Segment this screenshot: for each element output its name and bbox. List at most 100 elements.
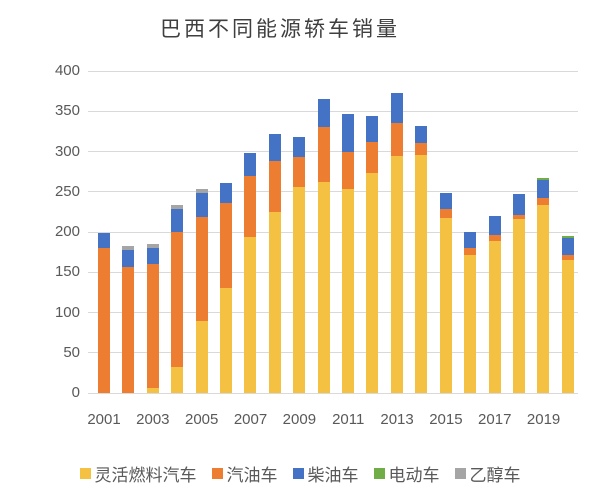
bar-segment-ethanol-2005 <box>195 189 208 193</box>
gridline-250 <box>88 191 578 193</box>
bar-segment-flex-fuel-2005 <box>195 321 208 393</box>
bar-2009 <box>293 137 306 393</box>
bar-segment-diesel-2013 <box>390 92 403 123</box>
x-tick-label-2011: 2011 <box>332 411 365 428</box>
bar-segment-diesel-2008 <box>268 133 281 162</box>
bar-segment-flex-fuel-2004 <box>171 367 184 393</box>
gridline-300 <box>88 151 578 152</box>
legend: 灵活燃料汽车 汽油车 柴油车 电动车 乙醇车 <box>0 461 600 486</box>
x-tick-label-2009: 2009 <box>282 411 317 428</box>
bar-segment-diesel-2011 <box>342 114 355 153</box>
y-tick-label-50: 50 <box>63 343 80 361</box>
chart-title: 巴西不同能源轿车销量 <box>160 18 400 41</box>
x-axis: 2001 2003 2005 2007 2009 2011 2013 2015 2017 2019 <box>87 403 578 428</box>
legend-label-gasoline: 汽油车 <box>226 466 278 485</box>
bar-2004 <box>171 205 184 393</box>
bar-segment-gasoline-2005 <box>195 216 208 322</box>
bar-2014 <box>415 125 428 393</box>
bar-segment-flex-fuel-2010 <box>317 182 330 393</box>
bar-2016 <box>464 232 477 393</box>
y-tick-label-0: 0 <box>71 384 80 401</box>
bar-segment-gasoline-2011 <box>342 152 355 189</box>
bar-segment-gasoline-2009 <box>293 157 306 187</box>
bar-segment-flex-fuel-2013 <box>390 155 403 393</box>
gridline-0 <box>88 392 578 394</box>
gridline-400 <box>88 70 578 72</box>
bar-segment-flex-fuel-2019 <box>537 204 550 393</box>
bar-segment-diesel-2015 <box>439 193 452 210</box>
y-axis: 0 50 100 150 200 250 300 350 400 <box>0 62 80 401</box>
gridline-50 <box>88 352 578 354</box>
bar-segment-flex-fuel-2012 <box>366 173 379 393</box>
legend-label-flex-fuel: 灵活燃料汽车 <box>94 466 197 485</box>
x-tick-label-2001: 2001 <box>87 411 121 428</box>
bar-segment-flex-fuel-2006 <box>220 288 233 393</box>
bar-segment-gasoline-2006 <box>220 203 233 289</box>
bar-segment-diesel-2001 <box>98 232 110 249</box>
bar-2020 <box>561 236 574 393</box>
legend-item-electric: 电动车 <box>373 461 440 486</box>
x-tick-label-2013: 2013 <box>380 411 414 428</box>
bar-segment-flex-fuel-2008 <box>268 211 281 393</box>
bar-2003 <box>146 244 159 393</box>
bar-2001 <box>98 232 110 393</box>
bar-segment-diesel-2009 <box>293 137 306 158</box>
plot-area: 2001 2003 2005 2007 2009 2011 2013 2015 2017 2019 <box>87 70 578 428</box>
bar-segment-flex-fuel-2011 <box>342 188 355 393</box>
bar-2011 <box>342 114 355 393</box>
bar-segment-diesel-2003 <box>146 248 159 265</box>
bar-segment-gasoline-2020 <box>561 255 574 261</box>
bar-2018 <box>512 194 525 393</box>
bar-2010 <box>317 99 330 393</box>
legend-label-electric: 电动车 <box>388 466 440 485</box>
bar-segment-gasoline-2003 <box>146 264 159 389</box>
bar-2012 <box>366 116 379 393</box>
x-tick-label-2015: 2015 <box>429 411 463 428</box>
bar-segment-gasoline-2002 <box>122 266 135 393</box>
legend-label-diesel: 柴油车 <box>307 466 359 485</box>
bar-segment-flex-fuel-2016 <box>464 255 477 393</box>
legend-item-gasoline: 汽油车 <box>211 461 278 486</box>
bar-segment-flex-fuel-2007 <box>244 236 257 393</box>
bar-segment-electric-2019 <box>537 178 550 180</box>
bar-segment-flex-fuel-2018 <box>512 219 525 393</box>
bar-segment-gasoline-2013 <box>390 122 403 156</box>
x-tick-label-2005: 2005 <box>184 411 219 428</box>
bar-segment-diesel-2020 <box>561 237 574 256</box>
bar-segment-gasoline-2015 <box>439 209 452 218</box>
bar-segment-flex-fuel-2020 <box>561 260 574 393</box>
legend-swatch-electric <box>373 468 385 479</box>
legend-swatch-gasoline <box>211 468 223 479</box>
bar-2019 <box>537 178 550 393</box>
bar-segment-electric-2020 <box>561 236 574 238</box>
legend-swatch-ethanol <box>454 468 466 479</box>
x-tick-label-2007: 2007 <box>233 411 268 428</box>
legend-label-ethanol: 乙醇车 <box>469 466 521 485</box>
legend-item-ethanol: 乙醇车 <box>454 461 521 486</box>
bar-segment-diesel-2016 <box>464 232 477 249</box>
gridline-150 <box>88 271 578 273</box>
bar-2017 <box>488 215 501 393</box>
bar-segment-gasoline-2008 <box>268 161 281 212</box>
bar-segment-flex-fuel-2017 <box>488 240 501 393</box>
x-tick-label-2017: 2017 <box>478 411 512 428</box>
bar-segment-ethanol-2004 <box>171 205 184 210</box>
legend-swatch-diesel <box>292 468 304 479</box>
bar-segment-gasoline-2010 <box>317 127 330 183</box>
bar-2002 <box>122 245 135 393</box>
bar-segment-flex-fuel-2009 <box>293 186 306 393</box>
y-tick-label-350: 350 <box>54 102 80 120</box>
bar-segment-gasoline-2017 <box>488 235 501 241</box>
gridline-200 <box>88 231 578 233</box>
bars <box>88 71 578 393</box>
bar-segment-diesel-2007 <box>244 153 257 176</box>
bar-segment-diesel-2012 <box>366 116 379 142</box>
legend-item-flex-fuel: 灵活燃料汽车 <box>79 461 197 486</box>
bar-segment-flex-fuel-2014 <box>415 154 428 393</box>
bar-segment-flex-fuel-2003 <box>146 388 159 393</box>
bar-segment-flex-fuel-2015 <box>439 217 452 393</box>
bar-segment-diesel-2010 <box>317 99 330 128</box>
bar-segment-diesel-2005 <box>195 192 208 217</box>
y-tick-label-250: 250 <box>54 182 80 200</box>
